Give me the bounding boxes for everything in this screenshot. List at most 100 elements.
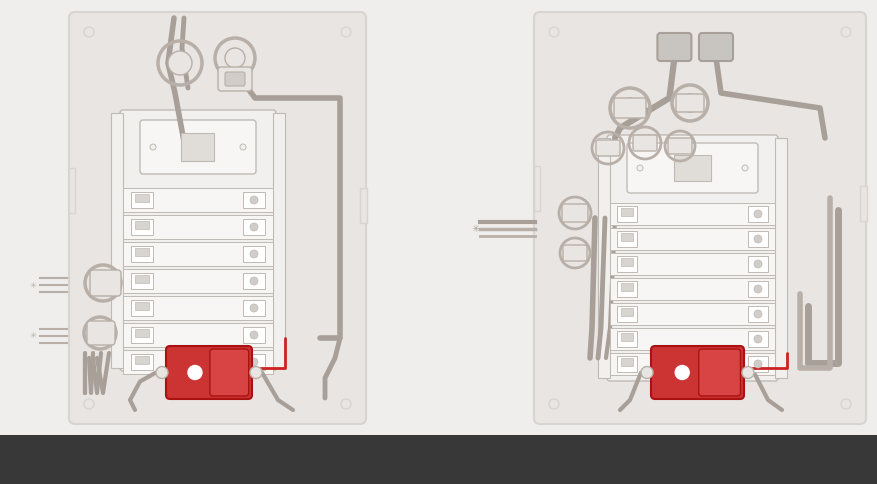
Bar <box>748 306 768 322</box>
Bar <box>0 435 877 484</box>
Circle shape <box>841 27 851 37</box>
Circle shape <box>168 51 192 75</box>
Circle shape <box>641 366 653 378</box>
Bar <box>621 284 633 291</box>
Bar <box>243 300 265 316</box>
Bar <box>610 203 775 225</box>
Circle shape <box>742 165 748 171</box>
Bar <box>610 328 775 350</box>
Circle shape <box>754 260 762 268</box>
Circle shape <box>742 366 754 378</box>
Bar <box>135 275 148 284</box>
Circle shape <box>250 250 258 258</box>
Bar <box>123 215 273 239</box>
FancyBboxPatch shape <box>225 72 245 86</box>
Circle shape <box>754 335 762 343</box>
Circle shape <box>250 277 258 285</box>
Bar <box>621 233 633 242</box>
Circle shape <box>637 165 643 171</box>
Circle shape <box>754 210 762 218</box>
Circle shape <box>754 235 762 243</box>
Bar <box>243 219 265 235</box>
Bar <box>123 296 273 320</box>
FancyBboxPatch shape <box>562 204 588 222</box>
Bar <box>617 206 637 222</box>
Bar <box>360 188 367 223</box>
Bar <box>182 133 215 161</box>
Bar <box>243 354 265 370</box>
Text: ✳: ✳ <box>472 224 480 234</box>
Bar <box>111 113 123 368</box>
Bar <box>135 302 148 310</box>
Circle shape <box>188 365 202 379</box>
FancyBboxPatch shape <box>676 94 704 112</box>
Bar <box>748 331 768 347</box>
FancyBboxPatch shape <box>614 98 646 118</box>
Bar <box>610 278 775 300</box>
FancyBboxPatch shape <box>596 140 620 156</box>
Bar <box>617 256 637 272</box>
FancyBboxPatch shape <box>210 349 249 396</box>
FancyBboxPatch shape <box>120 110 276 371</box>
Bar <box>243 273 265 289</box>
Circle shape <box>156 366 168 378</box>
Circle shape <box>250 304 258 312</box>
Circle shape <box>150 144 156 150</box>
FancyBboxPatch shape <box>627 143 758 193</box>
Bar <box>131 273 153 289</box>
FancyBboxPatch shape <box>607 135 778 381</box>
Bar <box>123 242 273 266</box>
Bar <box>123 188 273 212</box>
Circle shape <box>841 399 851 409</box>
FancyBboxPatch shape <box>90 270 121 296</box>
Bar <box>748 231 768 247</box>
Bar <box>617 306 637 322</box>
Bar <box>123 323 273 347</box>
Circle shape <box>754 360 762 368</box>
Circle shape <box>250 331 258 339</box>
FancyBboxPatch shape <box>140 120 256 174</box>
Bar <box>617 331 637 347</box>
Bar <box>617 281 637 297</box>
Circle shape <box>250 223 258 231</box>
Bar <box>135 248 148 257</box>
FancyBboxPatch shape <box>563 245 587 261</box>
Bar <box>860 186 867 221</box>
Bar <box>273 113 285 368</box>
Bar <box>135 195 148 202</box>
Bar <box>748 206 768 222</box>
Circle shape <box>240 144 246 150</box>
Bar <box>617 231 637 247</box>
Circle shape <box>341 27 351 37</box>
Bar <box>748 281 768 297</box>
FancyBboxPatch shape <box>534 12 866 424</box>
Circle shape <box>754 285 762 293</box>
FancyBboxPatch shape <box>218 67 252 91</box>
FancyBboxPatch shape <box>668 138 692 154</box>
FancyBboxPatch shape <box>633 135 657 151</box>
Bar <box>69 168 75 213</box>
Circle shape <box>250 196 258 204</box>
Bar <box>534 166 540 211</box>
FancyBboxPatch shape <box>699 33 733 61</box>
Bar <box>131 327 153 343</box>
Bar <box>610 253 775 275</box>
Bar <box>748 256 768 272</box>
Bar <box>610 303 775 325</box>
Circle shape <box>754 310 762 318</box>
Bar <box>617 356 637 372</box>
FancyBboxPatch shape <box>87 321 115 345</box>
Bar <box>131 219 153 235</box>
Bar <box>674 155 711 181</box>
FancyBboxPatch shape <box>658 33 691 61</box>
Circle shape <box>675 365 689 379</box>
Circle shape <box>341 399 351 409</box>
Circle shape <box>84 27 94 37</box>
FancyBboxPatch shape <box>651 346 744 399</box>
Bar <box>610 353 775 375</box>
Text: ✳: ✳ <box>30 332 37 341</box>
Circle shape <box>250 366 262 378</box>
Circle shape <box>250 358 258 366</box>
Circle shape <box>225 48 245 68</box>
Bar <box>610 228 775 250</box>
